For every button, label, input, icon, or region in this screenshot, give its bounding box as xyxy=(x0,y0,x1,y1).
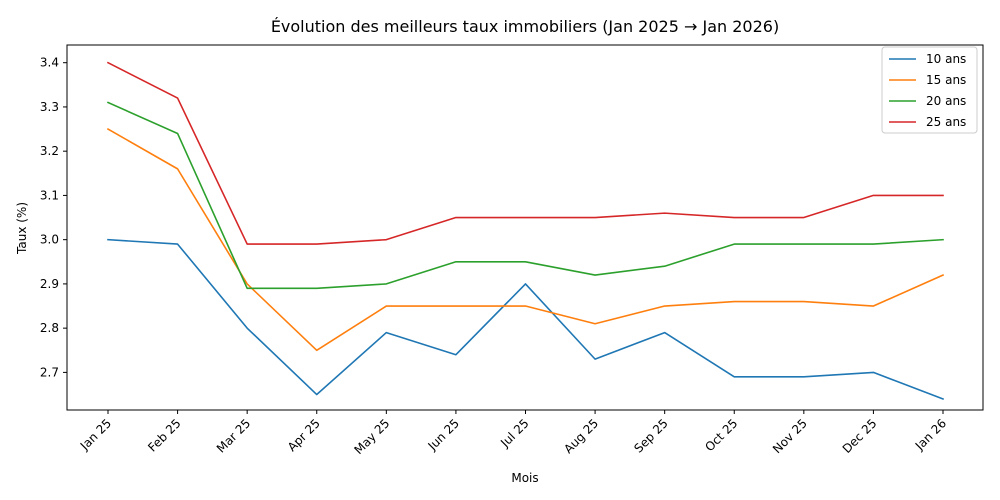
y-axis-title: Taux (%) xyxy=(15,202,29,255)
x-tick-label: Dec 25 xyxy=(840,416,880,456)
x-tick-label: Mar 25 xyxy=(214,416,253,455)
x-tick-label: Feb 25 xyxy=(145,416,183,454)
x-tick-label: Jul 25 xyxy=(497,416,531,450)
plot-frame xyxy=(66,44,984,411)
y-tick-label: 2.7 xyxy=(40,365,59,379)
x-tick-label: May 25 xyxy=(352,416,393,457)
x-tick-label: Jan 25 xyxy=(77,416,114,453)
series-line-25-ans xyxy=(106,61,944,245)
y-tick-label: 2.9 xyxy=(40,277,59,291)
y-tick-label: 3.0 xyxy=(40,233,59,247)
series-line-10-ans xyxy=(107,238,945,400)
series-line-20-ans xyxy=(106,101,944,290)
x-tick-label: Apr 25 xyxy=(285,416,323,454)
x-tick-label: Jan 26 xyxy=(912,416,949,453)
chart-title: Évolution des meilleurs taux immobiliers… xyxy=(271,17,779,36)
plot-area xyxy=(106,61,945,400)
legend: 10 ans 15 ans 20 ans 25 ans xyxy=(881,46,978,134)
x-tick-label: Sep 25 xyxy=(631,416,670,455)
x-tick-label: Aug 25 xyxy=(561,416,601,456)
x-tick-label: Nov 25 xyxy=(770,416,810,456)
x-axis: Jan 25 Feb 25 Mar 25 Apr 25 May 25 Jun 25 Jul … xyxy=(77,410,949,457)
y-tick-label: 3.3 xyxy=(40,100,59,114)
y-tick-label: 3.2 xyxy=(40,144,59,158)
x-tick-label: Oct 25 xyxy=(702,416,740,454)
y-tick-label: 3.4 xyxy=(40,56,59,70)
legend-box xyxy=(881,46,978,134)
x-axis-title: Mois xyxy=(511,471,538,485)
legend-label: 25 ans xyxy=(926,115,966,129)
legend-label: 10 ans xyxy=(926,52,966,66)
legend-label: 15 ans xyxy=(926,73,966,87)
legend-label: 20 ans xyxy=(926,94,966,108)
y-axis: 2.7 2.8 2.9 3.0 3.1 3.2 3.3 3.4 xyxy=(40,56,67,379)
y-tick-label: 2.8 xyxy=(40,321,59,335)
x-tick-label: Jun 25 xyxy=(425,416,462,453)
series-line-15-ans xyxy=(106,127,945,352)
y-tick-label: 3.1 xyxy=(40,188,59,202)
